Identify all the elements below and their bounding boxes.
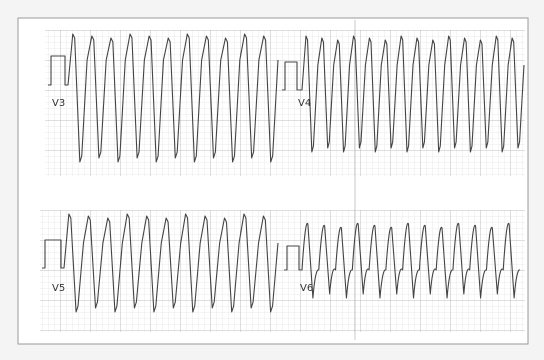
lead-label: V6 <box>300 283 313 294</box>
lead-label: V4 <box>298 98 311 109</box>
ecg-sheet: V3 V4 V5 V6 <box>0 0 544 360</box>
page: V3 V4 V5 V6 (() => { const data = JSON.p… <box>0 0 544 360</box>
lead-label: V3 <box>52 98 65 109</box>
lead-label: V5 <box>52 283 65 294</box>
